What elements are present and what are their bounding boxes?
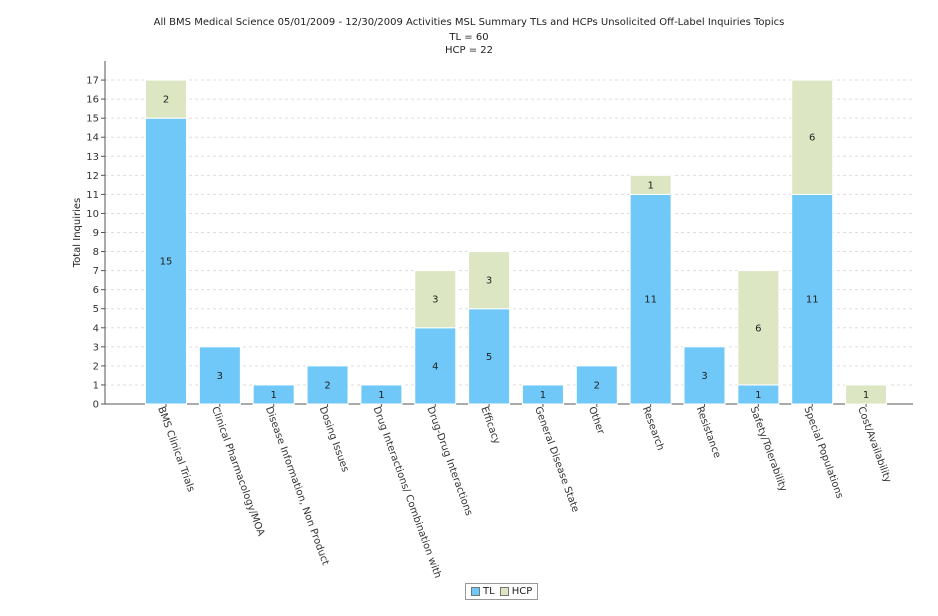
data-label-tl: 5 bbox=[486, 352, 492, 363]
bar-tl bbox=[791, 193, 834, 405]
bar-tl bbox=[468, 308, 511, 405]
data-label-tl: 2 bbox=[594, 380, 600, 391]
y-tick-label: 2 bbox=[93, 361, 99, 372]
data-label-hcp: 3 bbox=[486, 276, 492, 287]
data-label-hcp: 2 bbox=[163, 95, 169, 106]
x-tick-label: Cost/Availability bbox=[855, 405, 893, 484]
y-tick-label: 3 bbox=[93, 342, 99, 353]
x-tick-label: Efficacy bbox=[478, 405, 502, 446]
y-tick-label: 6 bbox=[93, 285, 99, 296]
data-label-tl: 11 bbox=[644, 295, 657, 306]
y-tick-label: 17 bbox=[86, 76, 99, 87]
data-label-tl: 15 bbox=[160, 257, 173, 268]
bar-hcp bbox=[791, 79, 834, 195]
x-tick-label: Drug-Drug Interactions bbox=[424, 405, 474, 517]
x-tick-label: Drug Interactions/ Combination with bbox=[371, 405, 443, 579]
data-label-hcp: 1 bbox=[863, 390, 869, 401]
data-label-tl: 4 bbox=[432, 361, 438, 372]
y-tick-label: 13 bbox=[86, 152, 99, 163]
y-tick-label: 10 bbox=[86, 209, 99, 220]
y-tick-label: 9 bbox=[93, 228, 99, 239]
y-tick-label: 7 bbox=[93, 266, 99, 277]
bar-hcp bbox=[629, 174, 672, 195]
y-tick-label: 4 bbox=[93, 323, 99, 334]
data-label-tl: 3 bbox=[217, 371, 223, 382]
bar-hcp bbox=[737, 270, 780, 386]
y-axis-label: Total Inquiries bbox=[72, 198, 83, 269]
bar-tl bbox=[629, 193, 672, 405]
data-label-tl: 1 bbox=[378, 390, 384, 401]
y-tick-label: 15 bbox=[86, 114, 99, 125]
x-tick-label: Disease Information, Non Product bbox=[263, 405, 331, 567]
data-label-tl: 1 bbox=[755, 390, 761, 401]
x-tick-label: Research bbox=[640, 405, 666, 452]
chart-title: All BMS Medical Science 05/01/2009 - 12/… bbox=[153, 17, 785, 28]
y-tick-label: 16 bbox=[86, 95, 99, 106]
bar-tl bbox=[306, 365, 349, 405]
bar-tl bbox=[198, 346, 241, 405]
data-label-tl: 2 bbox=[324, 380, 330, 391]
bar-hcp bbox=[468, 251, 511, 310]
data-label-tl: 1 bbox=[540, 390, 546, 401]
data-label-tl: 3 bbox=[701, 371, 707, 382]
data-label-tl: 11 bbox=[806, 295, 819, 306]
legend-item-hcp: HCP bbox=[499, 586, 533, 597]
x-tick-label: Safety/Tolerability bbox=[748, 405, 789, 493]
bar-hcp bbox=[414, 270, 457, 329]
y-tick-label: 12 bbox=[86, 171, 99, 182]
legend-label-tl: TL bbox=[483, 586, 495, 597]
x-tick-label: Clinical Pharmacology/MOA bbox=[209, 405, 266, 538]
data-label-hcp: 1 bbox=[647, 180, 653, 191]
x-tick-label: Resistance bbox=[694, 405, 723, 459]
legend-item-tl: TL bbox=[471, 586, 495, 597]
y-tick-label: 5 bbox=[93, 304, 99, 315]
bar-tl bbox=[683, 346, 726, 405]
chart-subtitle-tl: TL = 60 bbox=[449, 32, 489, 43]
x-tick-label: Special Populations bbox=[801, 405, 845, 500]
legend-label-hcp: HCP bbox=[511, 586, 533, 597]
data-label-hcp: 3 bbox=[432, 295, 438, 306]
y-tick-label: 14 bbox=[86, 133, 99, 144]
x-tick-label: BMS Clinical Trials bbox=[155, 405, 196, 493]
y-tick-label: 0 bbox=[93, 400, 99, 411]
x-tick-label: Other bbox=[586, 405, 606, 436]
legend-swatch-hcp bbox=[499, 587, 509, 596]
data-label-hcp: 6 bbox=[809, 133, 815, 144]
legend-swatch-tl bbox=[471, 587, 480, 596]
chart-subtitle-hcp: HCP = 22 bbox=[445, 45, 493, 56]
legend: TL HCP bbox=[465, 583, 539, 600]
bar-tl bbox=[575, 365, 618, 405]
x-tick-label: Dosing Issues bbox=[317, 405, 351, 473]
x-tick-label: General Disease State bbox=[532, 405, 580, 514]
y-tick-label: 1 bbox=[93, 380, 99, 391]
data-label-hcp: 6 bbox=[755, 323, 761, 334]
bar-hcp bbox=[145, 79, 187, 119]
y-tick-label: 8 bbox=[93, 247, 99, 258]
data-label-tl: 1 bbox=[271, 390, 277, 401]
bar-tl bbox=[145, 117, 187, 405]
y-tick-label: 11 bbox=[86, 190, 99, 201]
